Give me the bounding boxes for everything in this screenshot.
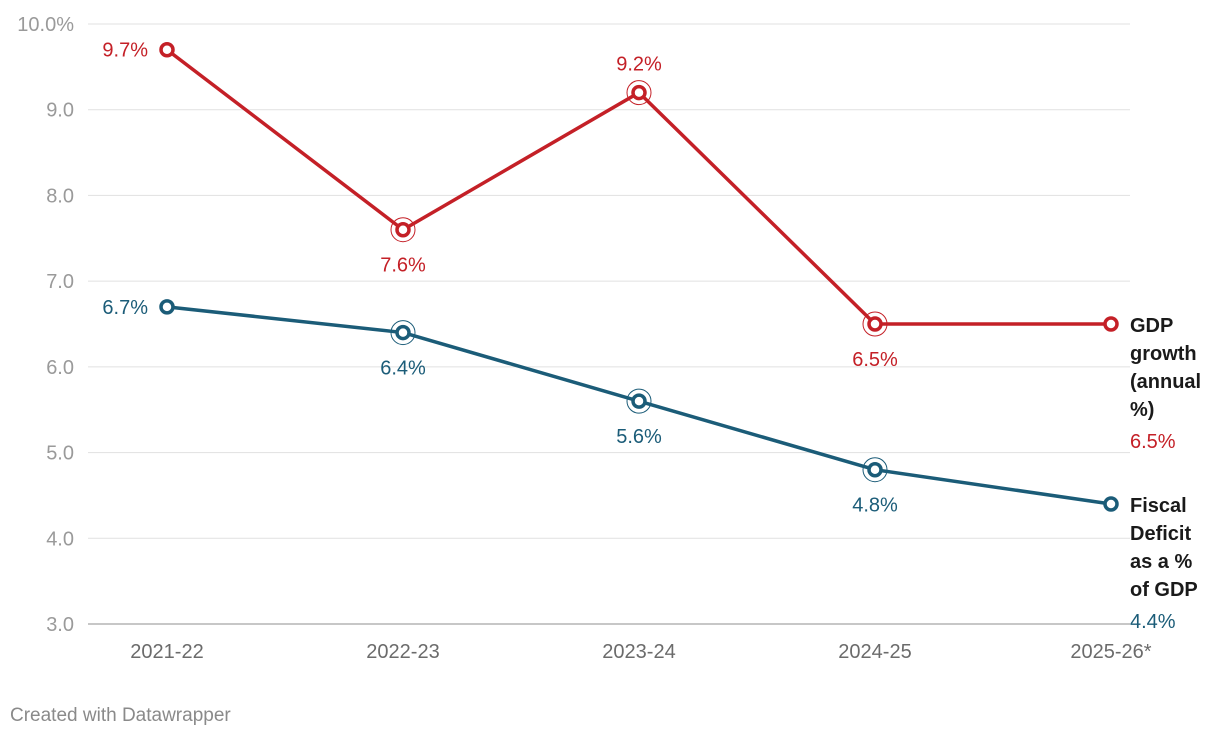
x-tick-label: 2023-24 <box>602 641 675 663</box>
data-point <box>159 41 175 58</box>
point-halo <box>390 217 416 243</box>
data-point <box>395 221 411 238</box>
y-tick-label: 6.0 <box>46 357 74 379</box>
series-end-value: 6.5% <box>1130 431 1176 453</box>
x-tick-label: 2024-25 <box>838 641 911 663</box>
data-point <box>631 84 647 101</box>
x-axis-ticks: 2021-22 2022-23 2023-24 2024-25 2025-26* <box>130 641 1152 663</box>
point-halo <box>390 320 416 346</box>
data-point <box>1103 316 1119 332</box>
series-end-value: 4.4% <box>1130 611 1176 633</box>
series-lines <box>159 41 1119 512</box>
point-halo <box>862 457 888 483</box>
y-tick-label: 3.0 <box>46 614 74 636</box>
series-name-line: as a % <box>1130 551 1192 573</box>
series-name-line: Fiscal <box>1130 495 1187 517</box>
data-label: 5.6% <box>616 426 662 448</box>
data-point <box>159 299 175 315</box>
data-point <box>1103 496 1119 512</box>
data-label: 4.8% <box>852 495 898 517</box>
data-label: 6.7% <box>102 297 148 319</box>
y-tick-label: 9.0 <box>46 100 74 122</box>
y-tick-label: 5.0 <box>46 443 74 465</box>
point-halo <box>626 388 652 414</box>
y-tick-label: 7.0 <box>46 271 74 293</box>
x-tick-label: 2021-22 <box>130 641 203 663</box>
series-name-line: of GDP <box>1130 579 1198 601</box>
datawrapper-credit: Created with Datawrapper <box>10 705 231 726</box>
data-label: 9.7% <box>102 40 148 62</box>
data-point <box>867 461 883 478</box>
x-tick-label: 2022-23 <box>366 641 439 663</box>
data-point <box>395 324 411 341</box>
gridlines <box>88 23 1130 625</box>
y-axis-ticks: 3.0 4.0 5.0 6.0 7.0 8.0 9.0 10.0% <box>17 14 74 636</box>
series-direct-labels: GDP growth (annual%) 6.5% Fiscal Deficit as a … <box>1130 315 1201 633</box>
data-label: 6.4% <box>380 358 426 380</box>
point-halo <box>626 80 652 106</box>
data-labels: 9.7% 7.6% 9.2% 6.5% 6.7% 6.4% 5.6% 4.8% <box>102 40 898 517</box>
series-name-line: GDP <box>1130 315 1173 337</box>
data-label: 6.5% <box>852 349 898 371</box>
data-label: 9.2% <box>616 54 662 76</box>
series-name-line: %) <box>1130 399 1154 421</box>
series-name-line: Deficit <box>1130 523 1191 545</box>
y-tick-label: 8.0 <box>46 185 74 207</box>
y-tick-label: 10.0% <box>17 14 74 36</box>
data-label: 7.6% <box>380 255 426 277</box>
series-name-line: (annual <box>1130 371 1201 393</box>
data-point <box>867 316 883 332</box>
data-point <box>631 393 647 409</box>
x-tick-label: 2025-26* <box>1070 641 1151 663</box>
series-name-line: growth <box>1130 343 1197 365</box>
y-tick-label: 4.0 <box>46 528 74 550</box>
point-halo <box>862 311 888 337</box>
